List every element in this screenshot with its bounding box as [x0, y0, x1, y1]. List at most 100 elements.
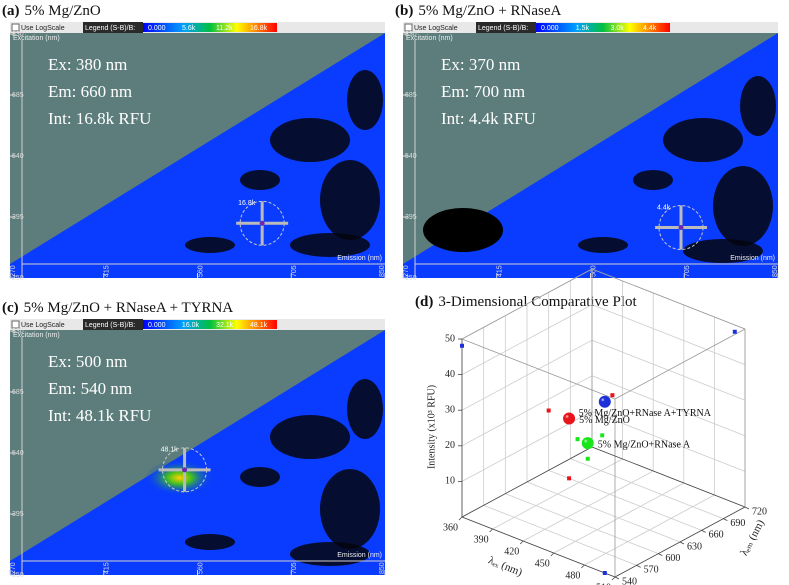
log-scale-label: Use LogScale: [21, 25, 65, 32]
y-tick-label: 250: [12, 572, 24, 579]
legend-title-box: [83, 22, 143, 33]
y-tick-label: 395: [12, 214, 24, 221]
y-tick-label: 830: [12, 31, 24, 38]
z-tick-label: 50: [445, 333, 455, 344]
unmeasured-region: [10, 33, 385, 264]
grid-line: [505, 493, 659, 555]
x-axis-label: Emission (nm): [337, 552, 382, 559]
log-scale-label: Use LogScale: [414, 25, 458, 32]
projection-point: [600, 433, 605, 438]
legend-tick-label: 16.0k: [182, 322, 200, 329]
projection-point: [610, 393, 615, 398]
legend-tick-label: 11.2k: [216, 25, 233, 32]
grid-line: [591, 411, 746, 472]
box-edge: [614, 328, 746, 400]
panel-label: (a): [2, 3, 20, 19]
panel-title-text: 5% Mg/ZnO + RNaseA: [418, 3, 561, 19]
log-scale-checkbox[interactable]: [11, 320, 20, 329]
projection-point: [575, 437, 580, 442]
peak-annotation: Int: 48.1k RFU: [48, 406, 151, 425]
panel-title: (a) 5% Mg/ZnO: [2, 3, 101, 19]
projection-point: [585, 456, 590, 461]
x-tick-label: 390: [474, 534, 489, 545]
box-edge: [591, 446, 746, 508]
x-tick: [581, 564, 585, 569]
panel-title-text: 5% Mg/ZnO + RNaseA + TYRNA: [24, 300, 234, 316]
y-tick-label: 395: [405, 214, 417, 221]
panel-label: (b): [395, 3, 413, 19]
x-tick: [519, 540, 524, 545]
x-tick: [550, 552, 555, 557]
box-edge: [591, 268, 746, 330]
x-tick-label: 360: [443, 522, 458, 533]
box-edge: [461, 268, 593, 340]
legend-bar: [536, 23, 670, 32]
z-tick-label: 10: [445, 476, 455, 487]
x-tick-label: 420: [504, 546, 519, 557]
peak-label: 48.1k: [161, 447, 179, 454]
legend-tick-label: 0.000: [541, 25, 559, 32]
log-scale-label: Use LogScale: [21, 322, 65, 329]
panel-label: (c): [2, 300, 19, 316]
projection-point: [567, 476, 572, 481]
panel-title: (c) 5% Mg/ZnO + RNaseA + TYRNA: [2, 300, 233, 316]
peak-annotation: Int: 4.4k RFU: [441, 109, 536, 128]
legend-tick-label: 0.000: [148, 322, 166, 329]
x-tick-label: 270: [403, 265, 410, 277]
x-tick-label: 270: [10, 562, 17, 574]
peak-crosshair: [655, 205, 708, 251]
legend-tick-label: 16.8k: [250, 25, 268, 32]
unmeasured-region: [403, 33, 778, 264]
legend-title: Legend (S-B)/B:: [478, 25, 528, 32]
x-tick-label: 480: [565, 570, 580, 581]
peak-label: 4.4k: [657, 204, 671, 211]
panel-title-text: 5% Mg/ZnO: [25, 3, 101, 19]
y-tick-label: 685: [12, 92, 24, 99]
legend-tick-label: 0.000: [148, 25, 166, 32]
peak-label: 16.8k: [238, 200, 256, 207]
y-tick: [723, 518, 728, 522]
legend-title-box: [476, 22, 536, 33]
peak-annotation: Ex: 370 nm: [441, 55, 520, 74]
point-highlight: [598, 395, 607, 404]
noise-region: [185, 534, 235, 550]
noise-region: [290, 542, 370, 566]
noise-region: [663, 118, 743, 162]
box-edge: [461, 338, 616, 400]
legend-title: Legend (S-B)/B:: [85, 25, 135, 32]
y-axis-label: Excitation (nm): [406, 35, 453, 42]
noise-region: [185, 237, 235, 253]
panel-title-text: 3-Dimensional Comparative Plot: [438, 294, 637, 310]
noise-region: [320, 469, 380, 549]
noise-region: [578, 237, 628, 253]
x-tick-label: 415: [104, 562, 111, 574]
noise-region: [240, 467, 280, 487]
y-tick-label: 630: [687, 541, 702, 552]
unmeasured-region: [10, 330, 385, 561]
z-axis-label: Intensity (x10³ RFU): [426, 385, 437, 469]
y-axis-label: Excitation (nm): [13, 332, 60, 339]
y-axis-label: Excitation (nm): [13, 35, 60, 42]
peak-point: [678, 225, 684, 231]
log-scale-checkbox[interactable]: [404, 23, 413, 32]
legend-tick-label: 1.5k: [576, 25, 590, 32]
y-tick-label: 685: [12, 389, 24, 396]
y-tick-label: 660: [709, 530, 724, 541]
panel-title: (b) 5% Mg/ZnO + RNaseA: [395, 3, 562, 19]
noise-region: [633, 170, 673, 190]
peak-crosshair: [236, 200, 289, 246]
point-label: 5% Mg/ZnO: [579, 415, 630, 426]
noise-region: [347, 379, 383, 439]
y-tick: [614, 576, 620, 580]
noise-region: [240, 170, 280, 190]
x-tick-label: 415: [104, 265, 111, 277]
noise-region: [270, 415, 350, 459]
log-scale-checkbox[interactable]: [11, 23, 20, 32]
noise-region: [683, 239, 763, 263]
noise-region: [290, 233, 370, 257]
peak-annotation: Em: 660 nm: [48, 82, 132, 101]
y-tick-label: 720: [752, 506, 767, 517]
x-tick-label: 850: [379, 562, 386, 574]
peak-annotation: Em: 540 nm: [48, 379, 132, 398]
legend-title: Legend (S-B)/B:: [85, 322, 135, 329]
